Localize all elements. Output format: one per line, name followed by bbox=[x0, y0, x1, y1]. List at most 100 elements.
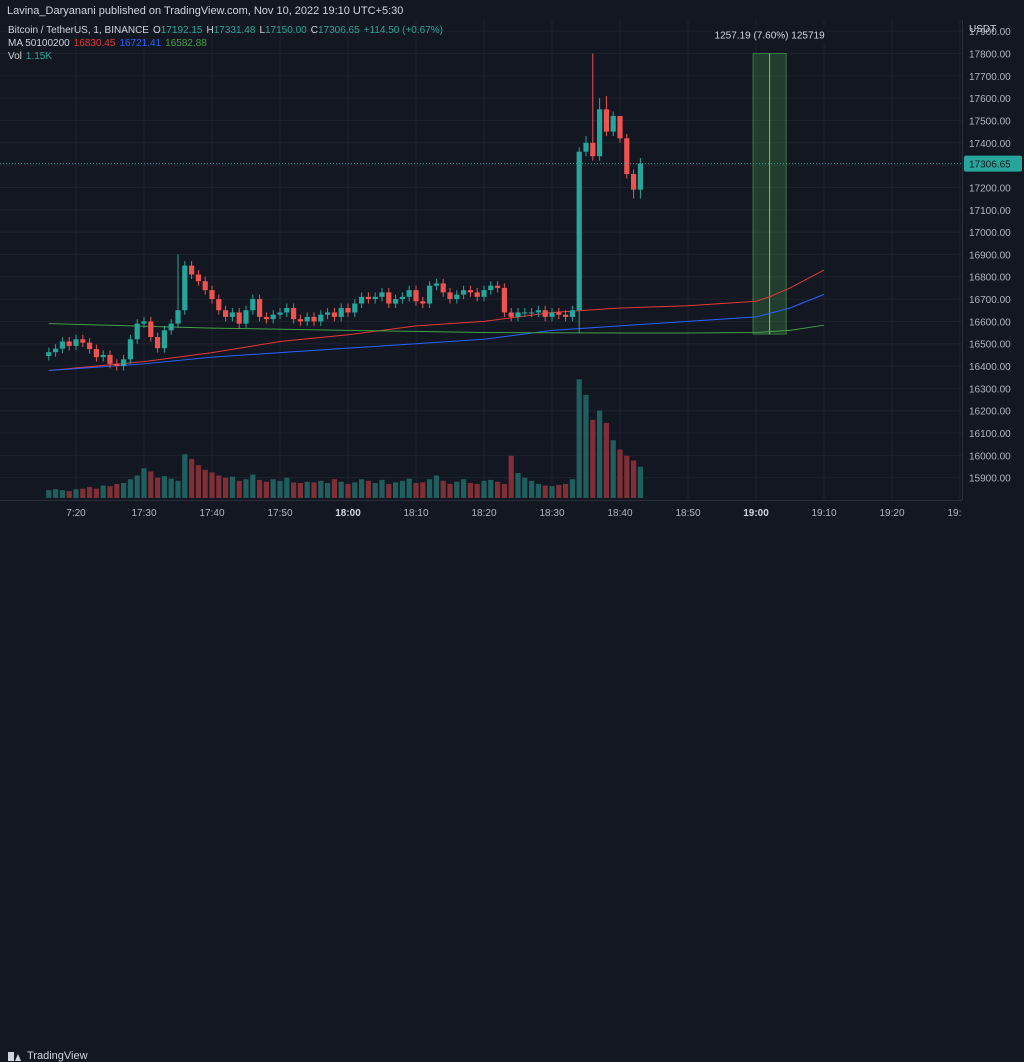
price-tick-label: 16200.00 bbox=[969, 407, 1011, 418]
candle-body bbox=[413, 290, 419, 302]
volume-bar bbox=[481, 480, 487, 498]
volume-bar bbox=[535, 483, 541, 498]
candle-body bbox=[372, 296, 378, 300]
price-tick-label: 15900.00 bbox=[969, 474, 1011, 485]
price-tick-label: 17700.00 bbox=[969, 72, 1011, 83]
tradingview-logo[interactable]: TradingView bbox=[8, 1050, 88, 1062]
time-axis[interactable]: 7:20 17:30 17:40 17:50 18:00 18:10 18:20 18:30 1… bbox=[0, 500, 973, 523]
volume-bar bbox=[318, 480, 324, 498]
volume-bar bbox=[121, 483, 127, 498]
vol-label[interactable]: Vol bbox=[8, 51, 22, 62]
time-tick-label: 18:30 bbox=[539, 508, 564, 519]
price-tick-label: 17400.00 bbox=[969, 139, 1011, 150]
candle-body bbox=[46, 352, 52, 356]
volume-bar bbox=[270, 479, 276, 498]
candle-body bbox=[501, 287, 507, 313]
candle-body bbox=[549, 312, 555, 317]
candle-body bbox=[216, 299, 222, 311]
ma200-line bbox=[48, 323, 825, 334]
volume-bar bbox=[66, 491, 72, 498]
volume-bar bbox=[427, 479, 433, 498]
price-tick-label: 16500.00 bbox=[969, 340, 1011, 351]
high-value: H17331.48 bbox=[206, 25, 256, 36]
volume-bar bbox=[501, 483, 507, 498]
volume-bar bbox=[93, 488, 99, 498]
candle-body bbox=[522, 312, 528, 314]
price-tick-label: 17000.00 bbox=[969, 228, 1011, 239]
candle-body bbox=[161, 330, 167, 349]
volume-bar bbox=[515, 473, 521, 498]
time-tick-label: 7:20 bbox=[66, 508, 86, 519]
candle-body bbox=[121, 359, 127, 367]
volume-bar bbox=[257, 479, 263, 498]
candle-body bbox=[583, 142, 589, 152]
chart-plot[interactable]: 1257.19 (7.60%) 125719 bbox=[0, 20, 962, 500]
published-info: Lavina_Daryanani published on TradingVie… bbox=[7, 5, 404, 17]
price-tick-label: 17900.00 bbox=[969, 27, 1011, 38]
candle-body bbox=[406, 290, 412, 297]
volume-bar bbox=[365, 480, 371, 498]
candle-body bbox=[229, 312, 235, 317]
candle-body bbox=[284, 308, 290, 313]
volume-bar bbox=[168, 478, 174, 498]
candle-body bbox=[270, 314, 276, 320]
volume-bar bbox=[73, 489, 79, 498]
symbol-title[interactable]: Bitcoin / TetherUS, 1, BINANCE bbox=[8, 25, 149, 36]
tradingview-logo-text: TradingView bbox=[27, 1050, 88, 1062]
candle-body bbox=[359, 296, 365, 304]
candle-body bbox=[148, 321, 154, 338]
ma-label[interactable]: MA 50100200 bbox=[8, 38, 70, 49]
measure-label: 1257.19 (7.60%) 125719 bbox=[715, 30, 826, 41]
candle-body bbox=[175, 310, 181, 324]
candlestick-chart[interactable]: 1257.19 (7.60%) 125719 bbox=[0, 20, 962, 500]
volume-bar bbox=[189, 458, 195, 498]
candle-body bbox=[182, 265, 188, 311]
time-tick-label: 17:40 bbox=[199, 508, 224, 519]
volume-bar bbox=[393, 482, 399, 498]
price-axis-unit: USDT bbox=[969, 24, 996, 35]
volume-bar bbox=[175, 480, 181, 498]
ma100-value: 16721.41 bbox=[119, 38, 162, 49]
candle-body bbox=[243, 310, 249, 324]
candle-body bbox=[365, 296, 371, 300]
volume-bar bbox=[202, 469, 208, 498]
volume-bar bbox=[277, 480, 283, 498]
time-tick-label: 19:00 bbox=[743, 508, 769, 519]
volume-bar bbox=[304, 481, 310, 498]
volume-bar bbox=[182, 454, 188, 498]
volume-bar bbox=[338, 481, 344, 498]
candle-body bbox=[454, 294, 460, 300]
volume-bar bbox=[597, 410, 603, 498]
volume-bar bbox=[284, 477, 290, 498]
price-tick-label: 16100.00 bbox=[969, 429, 1011, 440]
ma50-value: 16830.45 bbox=[73, 38, 116, 49]
candle-body bbox=[386, 292, 392, 304]
price-tick-label: 17100.00 bbox=[969, 206, 1011, 217]
candle-body bbox=[325, 312, 331, 315]
candle-body bbox=[209, 290, 215, 300]
vol-row: Vol 1.15K bbox=[8, 50, 443, 63]
volume-bar bbox=[549, 486, 555, 498]
candle-body bbox=[155, 337, 161, 349]
candle-body bbox=[66, 341, 72, 346]
volume-bar bbox=[107, 486, 113, 498]
volume-bar bbox=[114, 483, 120, 498]
header-bar: Lavina_Daryanani published on TradingVie… bbox=[0, 0, 1024, 20]
volume-bar bbox=[603, 423, 609, 498]
volume-bar bbox=[53, 489, 59, 498]
volume-bar bbox=[359, 479, 365, 498]
candle-body bbox=[427, 285, 433, 304]
time-tick-label: 17:50 bbox=[267, 508, 292, 519]
ohlc-row: Bitcoin / TetherUS, 1, BINANCE O17192.15… bbox=[8, 24, 443, 37]
volume-bar bbox=[637, 466, 643, 498]
candle-body bbox=[73, 339, 79, 346]
candle-body bbox=[542, 310, 548, 317]
volume-bar bbox=[311, 482, 317, 498]
volume-bar bbox=[331, 479, 337, 498]
volume-bar bbox=[522, 477, 528, 498]
price-axis[interactable]: USDT 17900.00 17800.00 17700.00 17600.00 1750… bbox=[962, 20, 1024, 500]
volume-bar bbox=[100, 485, 106, 498]
candle-body bbox=[53, 348, 59, 353]
time-tick-label: 17:30 bbox=[131, 508, 156, 519]
candle-body bbox=[461, 290, 467, 295]
